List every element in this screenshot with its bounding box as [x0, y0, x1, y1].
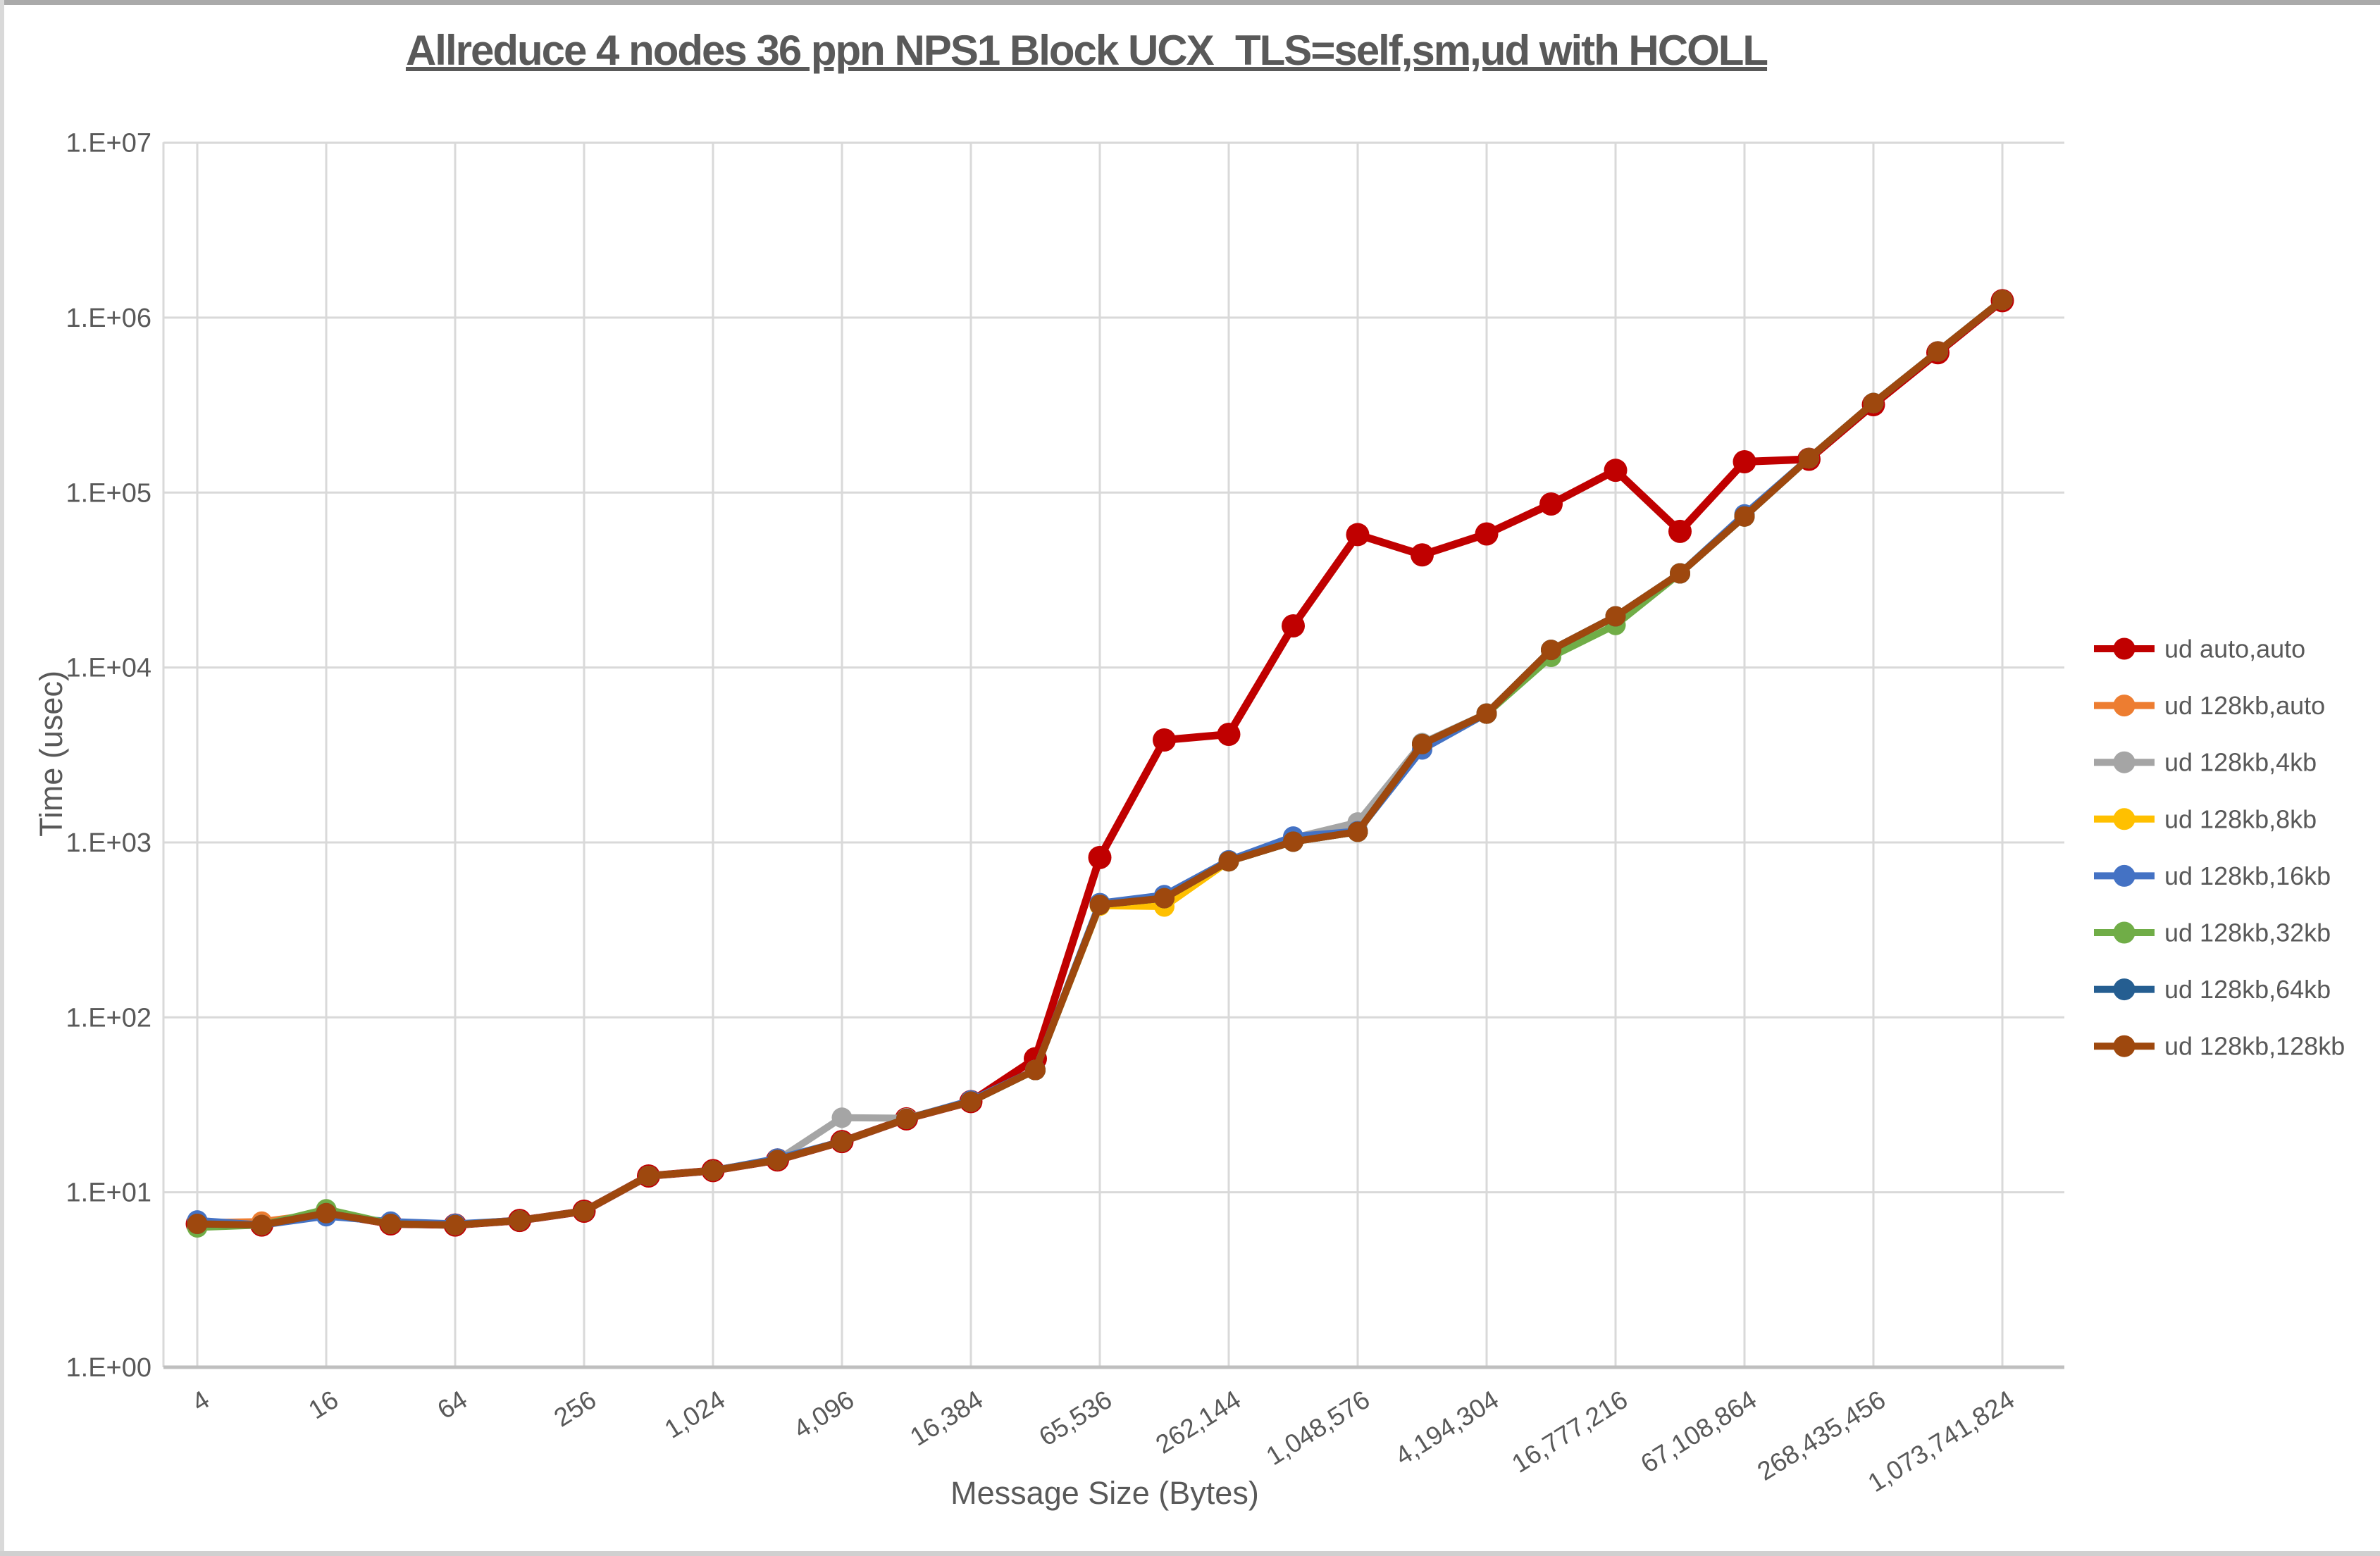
data-point-ud-128kb-128kb-524288	[1283, 831, 1303, 852]
legend-item-ud-128kb-16kb: ud 128kb,16kb	[2094, 861, 2331, 890]
data-point-ud-128kb-128kb-8192	[896, 1108, 917, 1129]
data-series-layer	[185, 289, 2014, 1238]
legend-label-ud-128kb-16kb: ud 128kb,16kb	[2164, 861, 2331, 890]
data-point-ud-128kb-128kb-33554432	[1670, 563, 1690, 584]
legend-label-ud-128kb-32kb: ud 128kb,32kb	[2164, 919, 2331, 947]
axis-lines	[162, 142, 2064, 1369]
legend-item-ud-128kb-8kb: ud 128kb,8kb	[2094, 804, 2317, 833]
data-point-ud-auto-auto-524288	[1282, 614, 1305, 637]
data-point-ud-128kb-128kb-1048576	[1347, 821, 1368, 842]
data-point-ud-128kb-128kb-64	[445, 1214, 466, 1236]
legend: ud auto,auto ud 128kb,auto ud 128kb,4kb ud …	[2094, 635, 2345, 1061]
data-point-ud-128kb-128kb-67108864	[1734, 506, 1755, 527]
y-tick-label-1.E+06: 1.E+06	[66, 304, 152, 333]
y-tick-label-1.E+01: 1.E+01	[66, 1178, 152, 1208]
data-point-ud-128kb-128kb-268435456	[1863, 392, 1884, 413]
legend-marker-ud-128kb-128kb	[2113, 1035, 2136, 1057]
data-point-ud-128kb-128kb-1024	[702, 1160, 724, 1181]
data-point-ud-128kb-128kb-32	[380, 1213, 401, 1234]
data-point-ud-128kb-4kb-4096	[831, 1107, 853, 1128]
data-point-ud-128kb-128kb-512	[638, 1165, 659, 1186]
legend-marker-ud-128kb-32kb	[2113, 921, 2136, 944]
data-point-ud-128kb-128kb-2048	[767, 1150, 788, 1171]
y-tick-label-1.E+02: 1.E+02	[66, 1003, 152, 1033]
window-top-edge	[0, 0, 2380, 5]
data-point-ud-128kb-128kb-16384	[960, 1091, 981, 1112]
data-point-ud-auto-auto-4194304	[1475, 522, 1499, 546]
data-point-ud-auto-auto-65536	[1088, 845, 1112, 869]
data-point-ud-128kb-128kb-131072	[1154, 888, 1174, 909]
legend-label-ud-128kb-8kb: ud 128kb,8kb	[2164, 804, 2317, 833]
legend-label-ud-128kb-auto: ud 128kb,auto	[2164, 691, 2325, 720]
legend-label-ud-128kb-4kb: ud 128kb,4kb	[2164, 748, 2317, 777]
legend-marker-ud-auto-auto	[2113, 637, 2136, 660]
legend-marker-ud-128kb-4kb	[2113, 751, 2136, 773]
data-point-ud-128kb-128kb-536870912	[1928, 341, 1948, 362]
y-tick-label-1.E+07: 1.E+07	[66, 129, 152, 158]
data-point-ud-auto-auto-16777216	[1604, 459, 1628, 483]
legend-label-ud-128kb-64kb: ud 128kb,64kb	[2164, 975, 2331, 1004]
legend-item-ud-128kb-auto: ud 128kb,auto	[2094, 691, 2325, 720]
data-point-ud-128kb-128kb-4194304	[1476, 703, 1497, 724]
data-point-ud-auto-auto-1048576	[1346, 523, 1370, 547]
window-left-edge	[0, 0, 4, 1556]
legend-marker-ud-128kb-16kb	[2113, 864, 2136, 887]
y-axis-title: Time (usec)	[33, 671, 69, 837]
data-point-ud-128kb-128kb-8388608	[1541, 640, 1561, 661]
data-point-ud-128kb-128kb-16777216	[1605, 606, 1626, 627]
x-axis-title: Message Size (Bytes)	[950, 1475, 1259, 1511]
legend-label-ud-128kb-128kb: ud 128kb,128kb	[2164, 1032, 2345, 1061]
data-point-ud-128kb-128kb-8	[252, 1214, 272, 1236]
data-point-ud-128kb-128kb-134217728	[1799, 448, 1819, 469]
data-point-ud-auto-auto-2097152	[1411, 543, 1434, 567]
legend-item-ud-128kb-128kb: ud 128kb,128kb	[2094, 1032, 2345, 1061]
y-tick-label-1.E+03: 1.E+03	[66, 828, 152, 858]
data-point-ud-auto-auto-8388608	[1539, 492, 1563, 516]
data-point-ud-128kb-128kb-128	[509, 1210, 530, 1231]
data-point-ud-auto-auto-67108864	[1733, 450, 1756, 474]
chart-title: Allreduce 4 nodes 36 ppn NPS1 Block UCX_…	[406, 27, 1767, 74]
y-tick-label-1.E+04: 1.E+04	[66, 654, 152, 683]
data-point-ud-128kb-128kb-4096	[831, 1131, 853, 1152]
legend-marker-ud-128kb-8kb	[2113, 808, 2136, 830]
legend-marker-ud-128kb-auto	[2113, 695, 2136, 717]
legend-item-ud-auto-auto: ud auto,auto	[2094, 635, 2305, 664]
data-point-ud-auto-auto-33554432	[1668, 519, 1692, 543]
legend-marker-ud-128kb-64kb	[2113, 978, 2136, 1001]
data-point-ud-auto-auto-131072	[1153, 728, 1176, 752]
y-tick-label-1.E+05: 1.E+05	[66, 478, 152, 508]
y-tick-label-1.E+00: 1.E+00	[66, 1353, 152, 1383]
data-point-ud-auto-auto-262144	[1217, 722, 1241, 746]
y-axis-tick-labels: 1.E+00 1.E+01 1.E+02 1.E+03 1.E+04 1.E+05 1.E+…	[66, 129, 152, 1383]
data-point-ud-128kb-128kb-256	[574, 1200, 595, 1221]
data-point-ud-128kb-128kb-1073741824	[1992, 290, 2013, 311]
data-point-ud-128kb-128kb-2097152	[1412, 733, 1432, 754]
data-point-ud-128kb-128kb-262144	[1218, 851, 1239, 872]
legend-item-ud-128kb-4kb: ud 128kb,4kb	[2094, 748, 2317, 777]
data-point-ud-128kb-128kb-65536	[1089, 894, 1110, 915]
data-point-ud-128kb-128kb-4	[187, 1213, 208, 1234]
legend-label-ud-auto-auto: ud auto,auto	[2164, 635, 2305, 664]
series-ud-128kb-128kb	[187, 290, 2013, 1236]
data-point-ud-128kb-128kb-32768	[1025, 1059, 1046, 1081]
legend-item-ud-128kb-64kb: ud 128kb,64kb	[2094, 975, 2331, 1004]
legend-item-ud-128kb-32kb: ud 128kb,32kb	[2094, 919, 2331, 947]
window-bottom-edge	[0, 1551, 2380, 1556]
data-point-ud-128kb-128kb-16	[316, 1202, 337, 1224]
